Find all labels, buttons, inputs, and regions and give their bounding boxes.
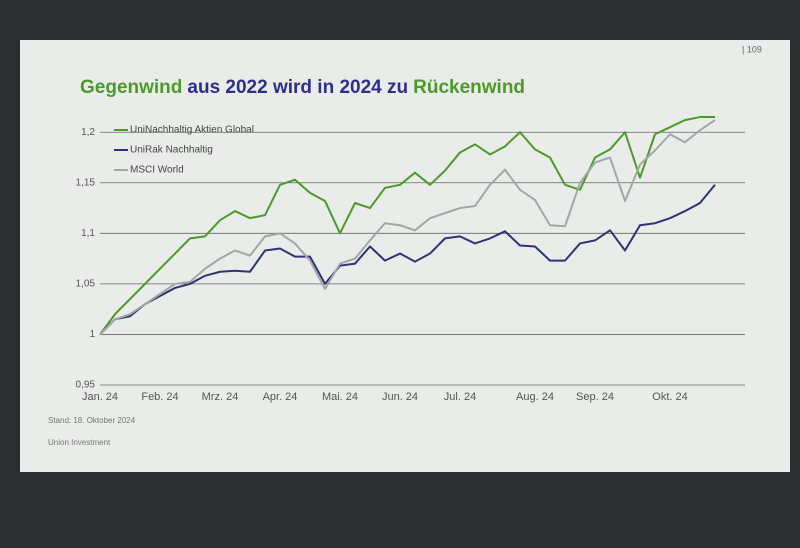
- x-tick-label: Apr. 24: [263, 391, 298, 403]
- x-tick-label: Jan. 24: [82, 391, 118, 403]
- x-tick-label: Feb. 24: [141, 391, 178, 403]
- y-tick-label: 1,15: [76, 177, 96, 188]
- x-tick-label: Aug. 24: [516, 391, 554, 403]
- legend-label: MSCI World: [130, 165, 184, 176]
- x-tick-label: Sep. 24: [576, 391, 614, 403]
- x-tick-label: Mai. 24: [322, 391, 358, 403]
- y-tick-label: 0,95: [76, 380, 96, 391]
- legend-label: UniRak Nachhaltig: [130, 145, 213, 156]
- source-note: Stand: 18. Oktober 2024: [48, 416, 136, 425]
- page-number: | 109: [742, 44, 762, 54]
- y-tick-label: 1: [89, 329, 95, 340]
- series-line: [99, 119, 716, 336]
- x-tick-label: Okt. 24: [652, 391, 687, 403]
- chart-title: Gegenwind aus 2022 wird in 2024 zu Rückenw…: [80, 77, 525, 98]
- title-part: aus 2022 wird in 2024 zu: [187, 77, 408, 98]
- title-part: Rückenwind: [413, 77, 525, 98]
- legend-label: UniNachhaltig Aktien Global: [130, 125, 254, 136]
- y-tick-label: 1,2: [81, 127, 95, 138]
- title-part: Gegenwind: [80, 77, 182, 98]
- x-tick-label: Mrz. 24: [202, 391, 239, 403]
- y-tick-label: 1,05: [76, 279, 96, 290]
- footer: Union Investment: [48, 438, 111, 447]
- series-line: [99, 184, 716, 336]
- x-tick-label: Jun. 24: [382, 391, 418, 403]
- y-tick-label: 1,1: [81, 228, 95, 239]
- x-tick-label: Jul. 24: [444, 391, 476, 403]
- series-line: [99, 116, 715, 336]
